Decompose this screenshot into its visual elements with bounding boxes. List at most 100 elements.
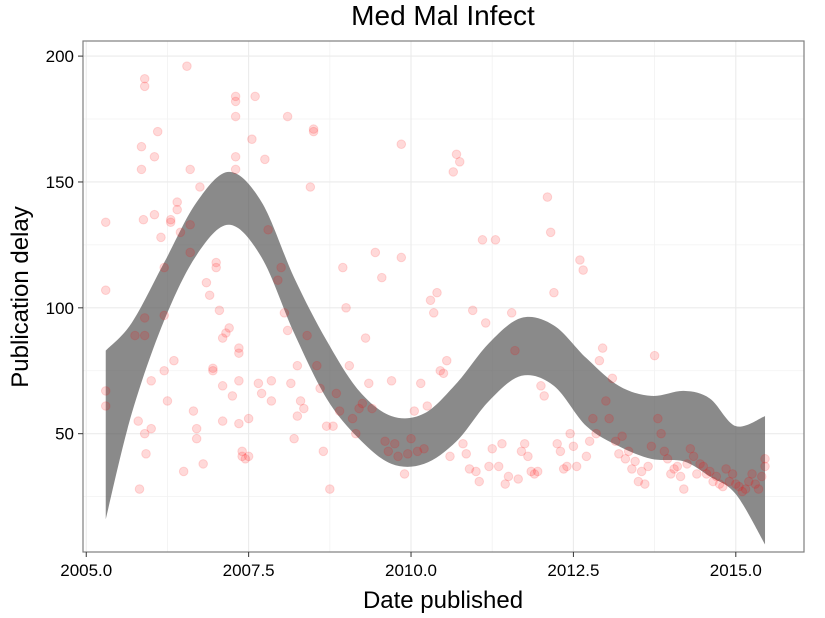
data-point <box>500 479 511 489</box>
data-point <box>666 469 676 479</box>
data-point <box>539 391 549 401</box>
chart-title: Med Mal Infect <box>351 0 535 31</box>
data-point <box>227 391 238 401</box>
data-point <box>328 421 338 431</box>
data-point <box>354 403 364 414</box>
data-point <box>614 449 624 459</box>
data-point <box>221 328 231 338</box>
data-point <box>208 365 218 376</box>
data-point <box>461 449 472 459</box>
data-point <box>370 247 381 258</box>
data-point <box>643 461 653 472</box>
data-point <box>458 438 468 449</box>
data-point <box>737 486 748 497</box>
data-point <box>562 461 572 472</box>
data-point <box>393 451 403 462</box>
data-point <box>295 396 306 406</box>
data-point <box>308 124 319 134</box>
data-point <box>399 469 410 479</box>
data-point <box>234 418 244 429</box>
data-point <box>175 227 186 238</box>
data-point <box>286 378 296 389</box>
data-point <box>334 406 345 416</box>
data-point <box>256 388 267 399</box>
data-point <box>675 471 686 482</box>
data-point <box>208 363 218 374</box>
data-point <box>230 96 241 107</box>
data-point <box>474 476 485 487</box>
data-point <box>653 413 663 424</box>
data-point <box>672 461 683 472</box>
data-point <box>357 398 368 409</box>
data-point <box>100 285 111 296</box>
data-point <box>299 403 309 414</box>
data-point <box>230 164 241 175</box>
data-point <box>610 436 621 447</box>
x-tick-label: 2005.0 <box>60 561 112 580</box>
x-axis-title: Date published <box>363 587 523 614</box>
y-axis-title: Publication delay <box>7 206 34 387</box>
data-point <box>734 481 744 492</box>
data-point <box>406 433 416 444</box>
data-point <box>730 479 741 489</box>
data-point <box>636 466 647 477</box>
data-point <box>198 459 208 469</box>
data-point <box>555 446 566 457</box>
data-point <box>344 360 355 371</box>
data-point <box>191 433 202 444</box>
data-point <box>575 255 585 265</box>
data-point <box>325 484 335 494</box>
data-point <box>169 355 179 366</box>
data-point <box>753 484 764 494</box>
data-point <box>188 406 199 416</box>
data-point <box>627 464 637 474</box>
data-point <box>230 151 241 162</box>
data-point <box>230 111 241 122</box>
data-point <box>415 378 426 389</box>
data-point <box>214 305 225 316</box>
data-point <box>640 479 650 489</box>
data-point <box>133 416 144 426</box>
data-point <box>302 330 312 341</box>
data-point <box>331 388 342 399</box>
data-point <box>412 446 423 457</box>
data-point <box>396 252 407 263</box>
data-point <box>234 343 244 353</box>
data-point <box>178 466 189 477</box>
data-point <box>243 451 254 462</box>
data-point <box>467 305 478 316</box>
data-point <box>601 396 611 406</box>
data-point <box>396 139 407 150</box>
data-point <box>315 383 325 394</box>
data-point <box>558 464 569 474</box>
data-point <box>279 308 290 318</box>
data-point <box>549 287 559 298</box>
data-point <box>581 451 592 462</box>
data-point <box>253 378 264 389</box>
data-point <box>536 381 546 391</box>
data-point <box>679 484 689 494</box>
data-point <box>698 461 709 472</box>
data-point <box>760 454 770 464</box>
data-point <box>243 413 254 424</box>
data-point <box>656 428 666 439</box>
data-point <box>588 413 598 424</box>
data-point <box>727 469 738 479</box>
data-point <box>308 126 319 137</box>
data-point <box>484 461 494 472</box>
data-point <box>597 343 608 353</box>
data-point <box>620 454 631 464</box>
data-point <box>165 217 176 228</box>
axes: 2005.0 2007.5 2010.0 2012.5 2015.0 50 100 150 20… <box>46 47 762 580</box>
data-point <box>402 449 413 459</box>
data-point <box>503 471 514 482</box>
data-point <box>669 464 679 474</box>
data-point <box>217 381 228 391</box>
data-point <box>185 247 195 258</box>
data-point <box>464 464 475 474</box>
data-point <box>506 308 517 318</box>
data-point <box>532 466 543 477</box>
data-point <box>305 182 316 192</box>
data-point <box>347 413 358 424</box>
